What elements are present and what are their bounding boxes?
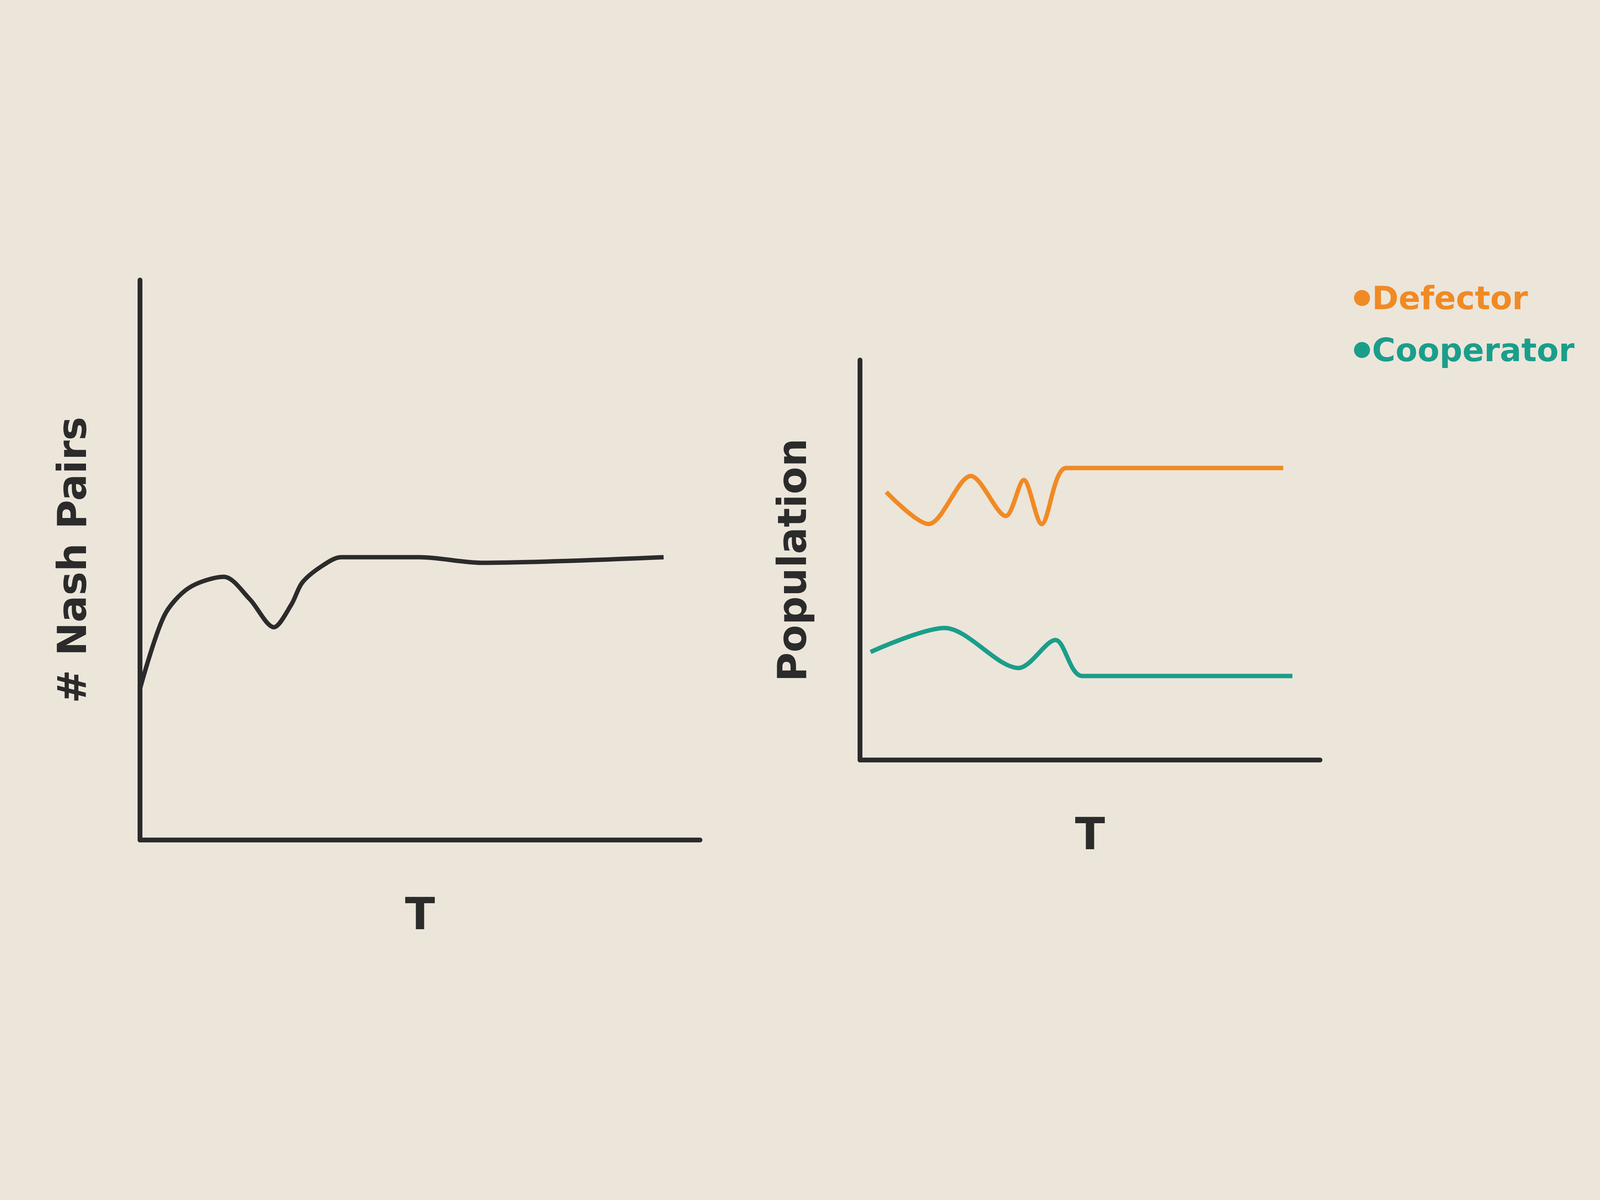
svg-text:T: T [1074,808,1105,860]
svg-text:T: T [404,888,435,940]
svg-text:Cooperator: Cooperator [1372,331,1575,369]
svg-text:Defector: Defector [1372,279,1528,317]
svg-text:# Nash Pairs: # Nash Pairs [48,416,96,704]
svg-text:Population: Population [768,438,816,682]
